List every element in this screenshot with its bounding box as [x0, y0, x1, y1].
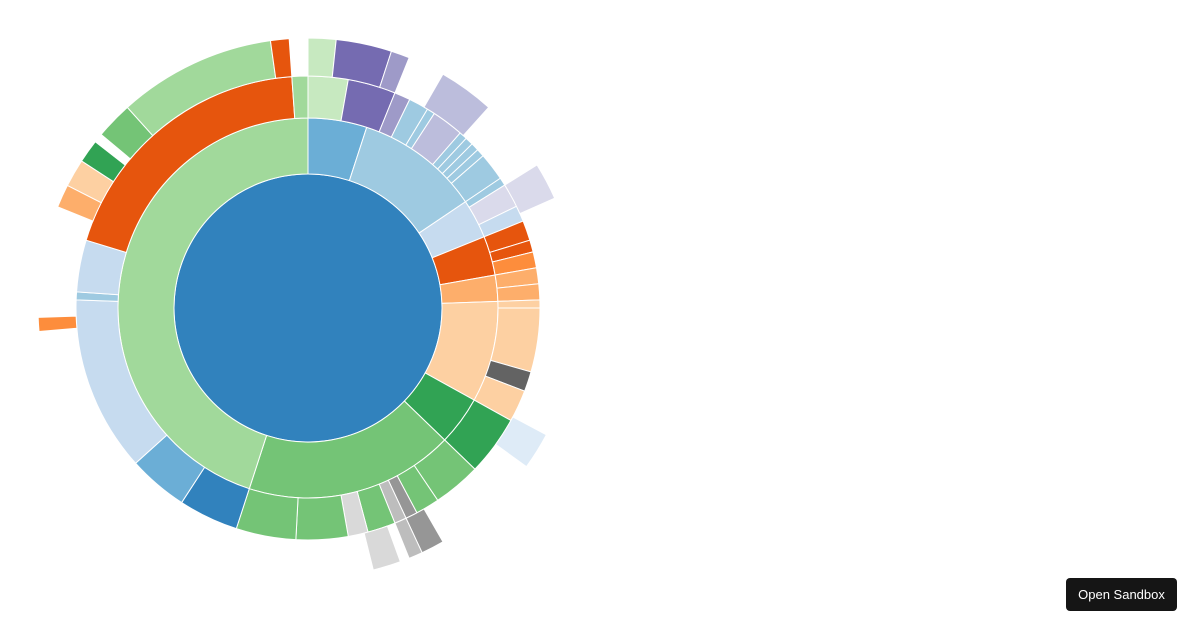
sunburst-root-group[interactable] [37, 37, 556, 571]
sunburst-arc-ring-3[interactable] [423, 73, 490, 137]
sunburst-arc-ring-2[interactable] [497, 299, 541, 309]
sunburst-arc-ring-3[interactable] [394, 517, 423, 559]
sunburst-arc-ring-3[interactable] [269, 38, 293, 79]
sunburst-arc-ring-2[interactable] [295, 494, 349, 541]
sunburst-arc-ring-3[interactable] [37, 315, 78, 333]
sunburst-arc-ring-3[interactable] [307, 37, 337, 78]
sunburst-center[interactable] [173, 173, 443, 443]
sunburst-arc-ring-3[interactable] [504, 164, 556, 215]
sunburst-arc-ring-3[interactable] [494, 416, 548, 468]
open-sandbox-button[interactable]: Open Sandbox [1066, 578, 1177, 611]
sunburst-arc-ring-3[interactable] [80, 141, 126, 183]
sunburst-arc-ring-3[interactable] [363, 525, 401, 571]
sunburst-arc-ring-3[interactable] [379, 50, 410, 94]
sunburst-arc-ring-2[interactable] [291, 75, 309, 119]
